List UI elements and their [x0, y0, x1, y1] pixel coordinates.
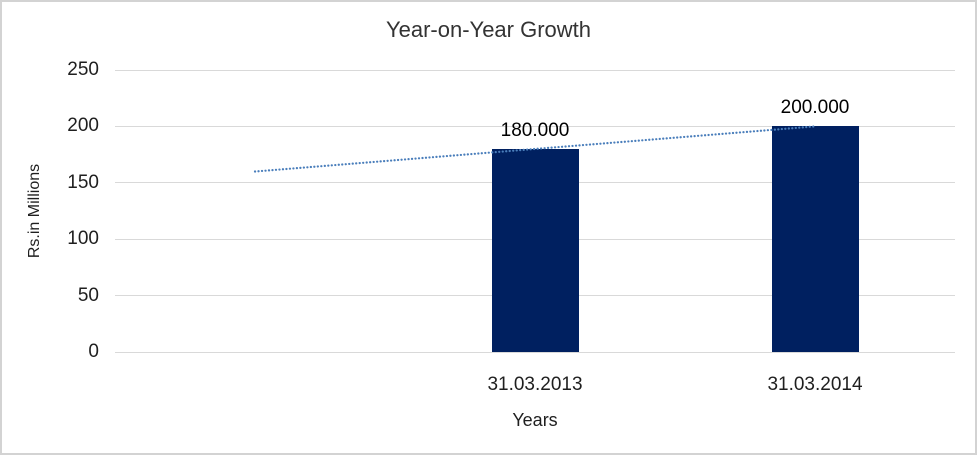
- y-tick-label: 50: [77, 284, 99, 306]
- x-axis-title: Years: [512, 410, 558, 430]
- y-tick-label: 100: [67, 228, 99, 250]
- x-tick-label: 31.03.2014: [767, 374, 863, 395]
- chart-title: Year-on-Year Growth: [385, 17, 592, 42]
- x-tick-label: 31.03.2013: [487, 374, 583, 395]
- y-tick-label: 200: [67, 115, 99, 137]
- gridline: [115, 351, 955, 353]
- y-tick-label: 250: [67, 59, 99, 80]
- y-tick-label: 150: [67, 171, 99, 193]
- y-tick-label: 0: [88, 341, 99, 362]
- bar: [771, 126, 859, 352]
- bar-data-label: 200.000: [780, 97, 850, 119]
- gridline: [115, 69, 955, 71]
- bar: [491, 148, 579, 352]
- bar-data-label: 180.000: [500, 119, 570, 141]
